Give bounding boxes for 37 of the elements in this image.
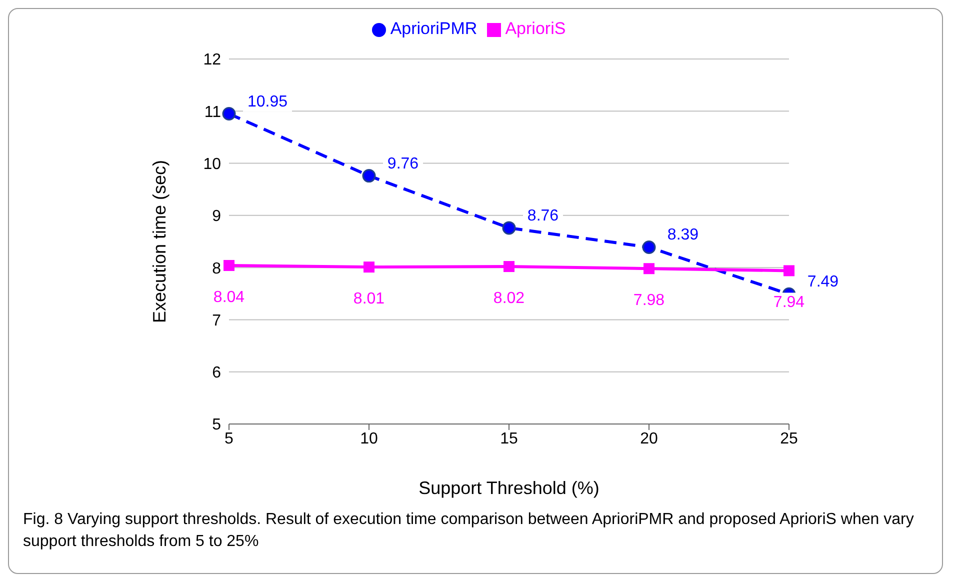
y-tick-label: 12 (203, 52, 222, 69)
y-tick-label: 9 (212, 208, 222, 226)
data-label: 8.76 (527, 207, 559, 224)
x-tick-label: 5 (224, 430, 234, 448)
caption: Fig. 8 Varying support thresholds. Result of execution time comparison between AprioriPMR and proposed AprioriS when vary support thresholds from 5 to 25% (23, 510, 915, 552)
data-label: 9.76 (387, 155, 419, 172)
y-tick-label: 8 (212, 260, 222, 278)
point (504, 261, 514, 272)
legend-label: AprioriS (505, 19, 566, 38)
x-tick-label: 25 (780, 430, 798, 448)
data-label: 10.95 (247, 93, 288, 110)
y-tick-label: 5 (212, 416, 222, 434)
point (362, 169, 376, 183)
x-tick-label: 20 (640, 430, 658, 448)
data-label: 8.01 (353, 290, 385, 308)
point (642, 240, 656, 254)
point (502, 221, 516, 235)
x-tick-label: 10 (360, 430, 378, 448)
data-label: 8.39 (667, 226, 699, 244)
data-label: 8.02 (493, 290, 525, 308)
point (364, 262, 374, 273)
y-tick-label: 7 (212, 312, 222, 330)
point (644, 263, 654, 274)
point (222, 107, 236, 120)
y-tick-label: 10 (203, 156, 222, 173)
point (784, 265, 794, 276)
data-label: 7.94 (773, 294, 805, 312)
y-axis-title: Execution time (sec) (149, 160, 170, 324)
y-tick-label: 11 (204, 104, 222, 121)
data-label: 7.49 (807, 274, 839, 291)
point (224, 260, 234, 271)
x-axis-title: Support Threshold (%) (418, 478, 600, 498)
legend-label: AprioriPMR (390, 19, 478, 38)
y-tick-label: 6 (212, 364, 222, 382)
x-tick-label: 15 (500, 430, 518, 448)
data-label: 7.98 (633, 292, 665, 310)
data-label: 8.04 (213, 288, 245, 306)
